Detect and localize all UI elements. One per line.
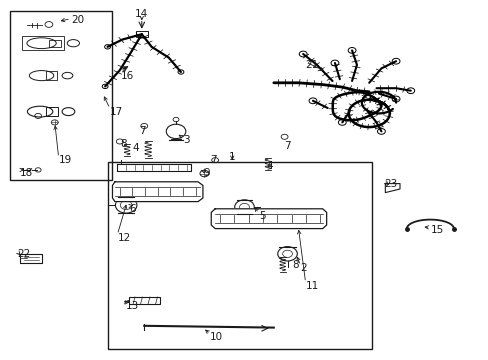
Bar	[49, 40, 61, 47]
Text: 8: 8	[120, 139, 126, 149]
Circle shape	[391, 96, 399, 102]
Text: 15: 15	[429, 225, 443, 235]
Bar	[46, 107, 58, 116]
Text: 21: 21	[305, 60, 318, 70]
Circle shape	[299, 51, 306, 57]
Text: 9: 9	[203, 168, 209, 178]
Text: 5: 5	[259, 211, 265, 221]
Text: 7: 7	[210, 155, 217, 165]
Text: 12: 12	[117, 233, 130, 243]
Text: 16: 16	[121, 71, 134, 81]
Circle shape	[102, 84, 108, 89]
Text: 13: 13	[126, 301, 139, 311]
Text: 3: 3	[183, 135, 190, 145]
Text: 11: 11	[305, 281, 318, 291]
Text: 4: 4	[266, 161, 273, 171]
Circle shape	[308, 98, 316, 104]
Text: 7: 7	[139, 126, 146, 136]
Text: 7: 7	[283, 141, 290, 151]
Circle shape	[377, 129, 385, 134]
Text: 18: 18	[20, 168, 33, 178]
Bar	[136, 31, 148, 37]
Circle shape	[178, 70, 183, 74]
Circle shape	[338, 120, 346, 125]
Circle shape	[406, 88, 414, 94]
Text: 22: 22	[17, 249, 30, 259]
Text: 14: 14	[135, 9, 148, 19]
Circle shape	[347, 48, 355, 53]
Text: 20: 20	[71, 15, 84, 25]
Bar	[107, 162, 371, 349]
Polygon shape	[112, 182, 203, 202]
Circle shape	[391, 58, 399, 64]
Bar	[46, 71, 57, 80]
Bar	[128, 297, 160, 304]
Text: 10: 10	[210, 332, 223, 342]
Circle shape	[330, 60, 338, 66]
Text: 17: 17	[110, 107, 123, 117]
Text: 19: 19	[59, 155, 72, 165]
Text: 6: 6	[129, 204, 136, 214]
Bar	[10, 11, 112, 180]
Text: 4: 4	[132, 143, 139, 153]
Polygon shape	[211, 209, 326, 229]
Text: 8: 8	[292, 260, 299, 270]
Text: 23: 23	[383, 179, 396, 189]
Text: 1: 1	[228, 152, 235, 162]
Circle shape	[104, 45, 110, 49]
Text: 2: 2	[300, 263, 307, 273]
